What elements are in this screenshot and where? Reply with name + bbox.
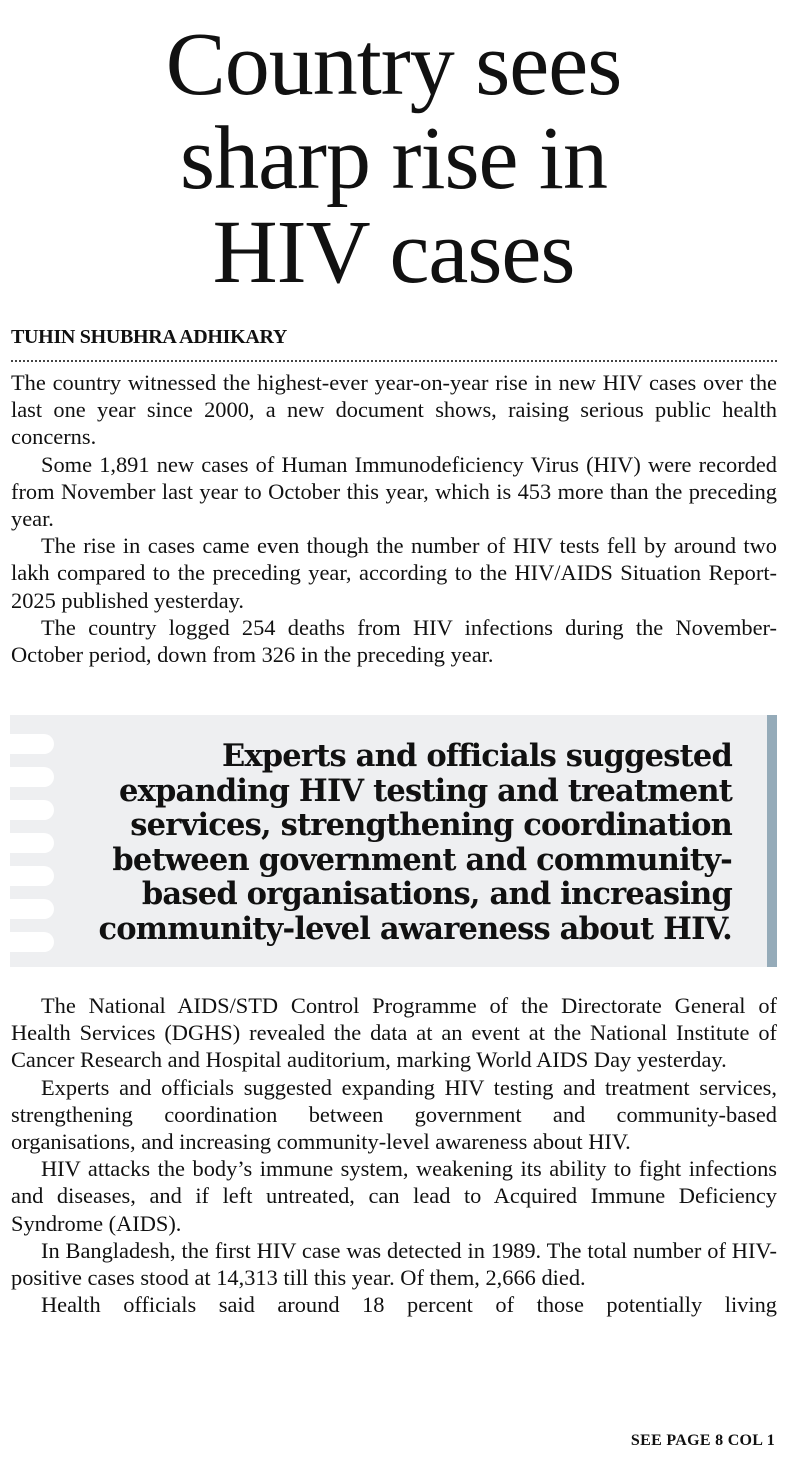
decorative-tab	[10, 899, 54, 919]
decorative-tab	[10, 734, 54, 754]
paragraph: The rise in cases came even though the n…	[11, 533, 777, 613]
paragraph: Some 1,891 new cases of Human Immunodefi…	[11, 451, 777, 532]
pull-quote-accent-bar	[767, 715, 777, 967]
decorative-tab	[10, 932, 54, 952]
byline: TUHIN SHUBHRA ADHIKARY	[11, 326, 288, 348]
headline-line: Country sees	[165, 15, 622, 114]
paragraph: The country logged 254 deaths from HIV i…	[11, 614, 777, 668]
paragraph: In Bangladesh, the first HIV case was de…	[11, 1237, 777, 1291]
decorative-tab	[10, 866, 54, 886]
paragraph: Experts and officials suggested expandin…	[11, 1074, 777, 1155]
continuation-jump: SEE PAGE 8 COL 1	[630, 1432, 775, 1449]
article-body-bottom: The National AIDS/STD Control Programme …	[11, 992, 777, 1318]
headline-line: sharp rise in	[180, 109, 608, 208]
pull-quote-box: Experts and officials suggested expandin…	[10, 715, 767, 967]
paragraph: HIV attacks the body’s immune system, we…	[11, 1156, 777, 1236]
headline-line: HIV cases	[212, 203, 576, 302]
paragraph: Health officials said around 18 percent …	[41, 1292, 777, 1318]
pull-quote-text: Experts and officials suggested expandin…	[98, 738, 732, 947]
decorative-tab	[10, 800, 54, 820]
article-body-top: The country witnessed the highest-ever y…	[11, 369, 777, 668]
paragraph: The country witnessed the highest-ever y…	[11, 370, 777, 450]
decorative-tab	[10, 767, 54, 787]
paragraph: The National AIDS/STD Control Programme …	[11, 993, 777, 1073]
decorative-tab	[10, 833, 54, 853]
dotted-divider	[11, 360, 777, 362]
headline: Country sees sharp rise in HIV cases	[0, 18, 787, 300]
